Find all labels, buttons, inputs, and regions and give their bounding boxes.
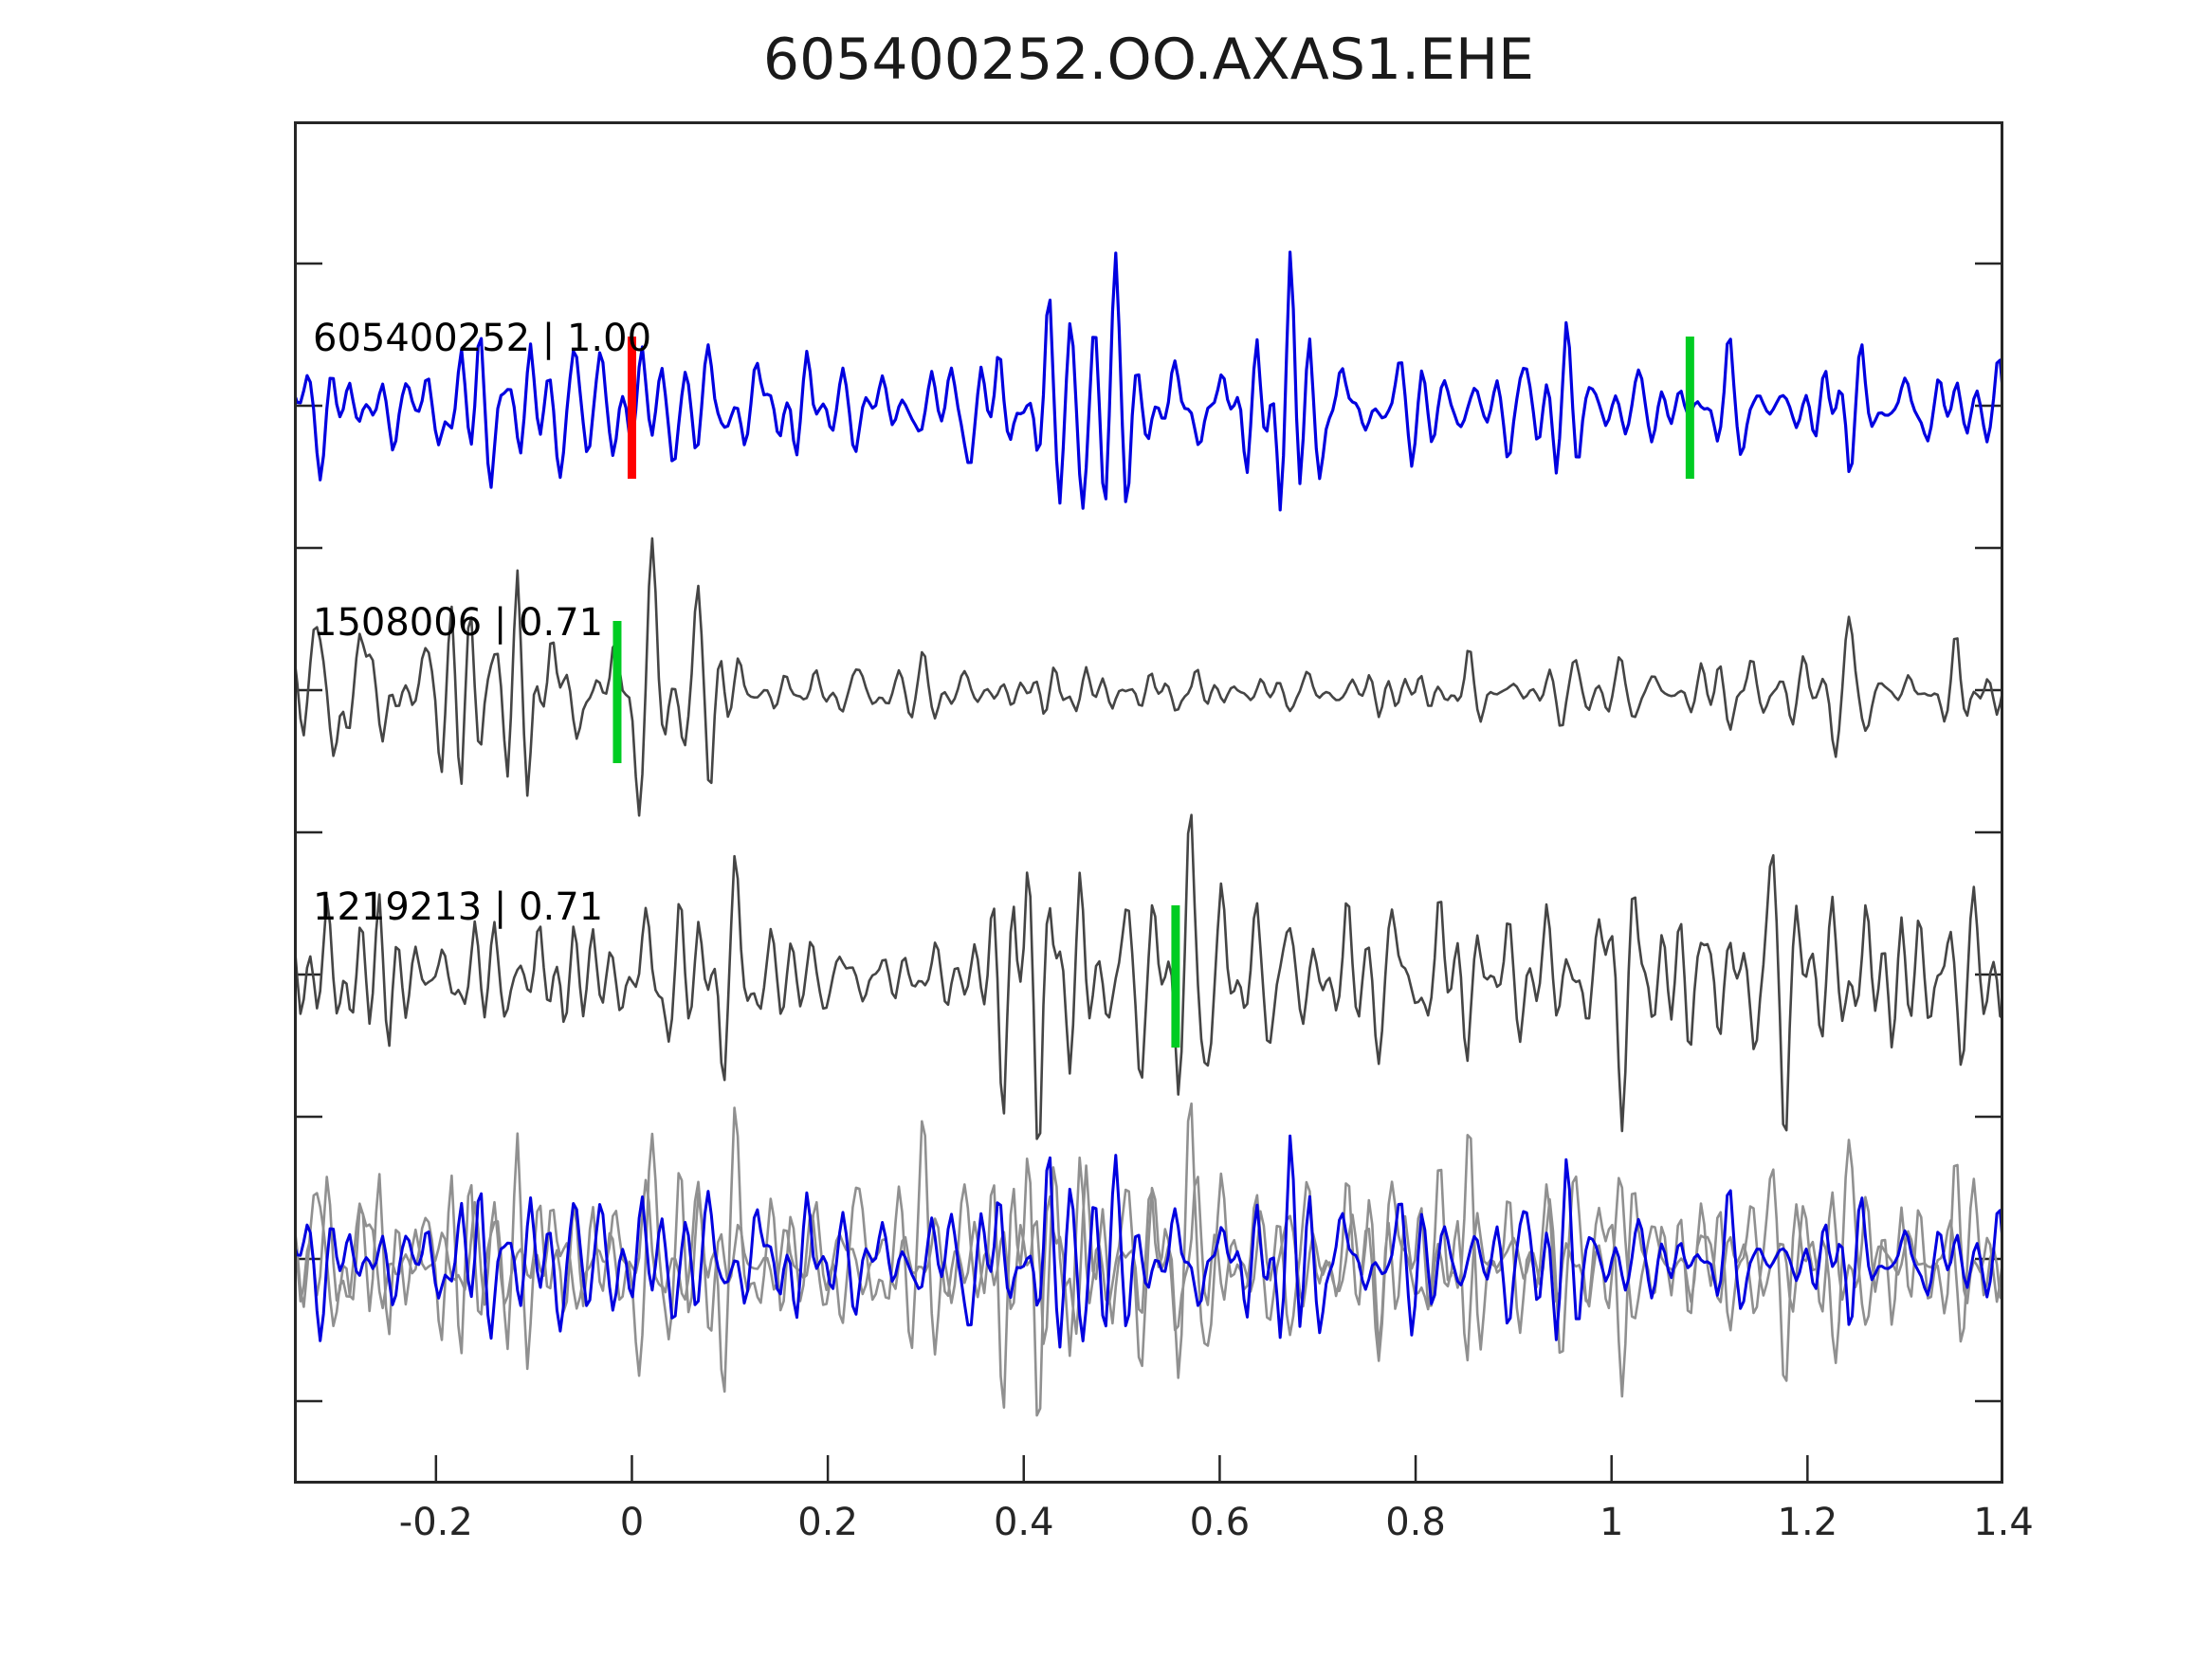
pick-markers-group: [612, 337, 1694, 1048]
x-tick-label: 0.2: [797, 1501, 858, 1544]
pick-marker-green-detection-1508006: [612, 621, 622, 763]
trace-label-1219213: 1219213 | 0.71: [313, 885, 604, 929]
x-tick-label: 0.6: [1189, 1501, 1251, 1544]
traces-group: [294, 250, 2003, 1417]
plot-border: [294, 121, 2003, 1484]
axis-ticks: [294, 262, 2003, 1484]
waveform-template-605400252: [294, 250, 2003, 512]
waveform-overlay-gray-1219213: [294, 1102, 2003, 1417]
trace-label-605400252: 605400252 | 1.00: [313, 317, 652, 360]
x-tick-label: 0.8: [1385, 1501, 1446, 1544]
plot-title: 605400252.OO.AXAS1.EHE: [762, 27, 1535, 93]
x-tick-label: 1: [1599, 1501, 1624, 1544]
x-tick-label: -0.2: [398, 1501, 473, 1544]
waveform-detection-1219213: [294, 813, 2003, 1140]
pick-marker-green-template-605400252: [1685, 337, 1694, 479]
x-tick-label: 0: [619, 1501, 645, 1544]
trace-label-1508006: 1508006 | 0.71: [313, 601, 604, 645]
pick-marker-green-detection-1219213: [1171, 905, 1180, 1048]
waveform-overlay-blue-template: [294, 1134, 2003, 1349]
x-tick-label: 0.4: [993, 1501, 1054, 1544]
waveform-detection-1508006: [294, 537, 2003, 817]
pick-marker-red-template-605400252: [627, 337, 636, 479]
waveform-plot: [294, 121, 2003, 1484]
x-tick-label: 1.4: [1973, 1501, 2034, 1544]
waveform-overlay-gray-1508006: [294, 1120, 2003, 1377]
x-tick-label: 1.2: [1777, 1501, 1838, 1544]
